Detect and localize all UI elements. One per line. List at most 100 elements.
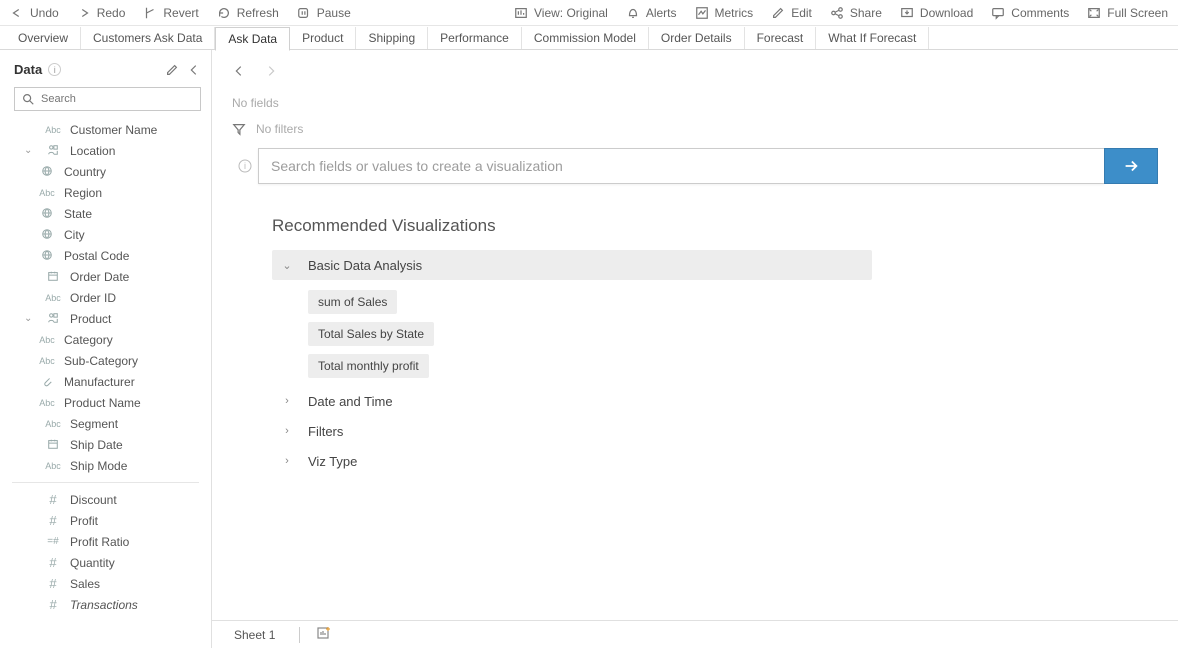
- field-type-icon: [42, 293, 64, 303]
- undo-icon: [10, 6, 24, 20]
- info-icon[interactable]: i: [48, 63, 61, 76]
- comment-icon: [991, 6, 1005, 20]
- sheet-tab[interactable]: Sheet 1: [226, 624, 283, 646]
- tab-order-details[interactable]: Order Details: [649, 27, 745, 49]
- fields-shelf-label: No fields: [232, 96, 1158, 110]
- tab-what-if-forecast[interactable]: What If Forecast: [816, 27, 929, 49]
- share-button[interactable]: Share: [830, 6, 882, 20]
- field-postal-code[interactable]: Postal Code: [6, 245, 205, 266]
- nav-fwd-icon[interactable]: [264, 64, 278, 78]
- field-segment[interactable]: Segment: [6, 413, 205, 434]
- suggestion-pill[interactable]: Total monthly profit: [308, 354, 429, 378]
- field-order-date[interactable]: Order Date: [6, 266, 205, 287]
- field-search[interactable]: [14, 87, 201, 111]
- tab-commission-model[interactable]: Commission Model: [522, 27, 649, 49]
- measure-quantity[interactable]: Quantity: [6, 552, 205, 573]
- field-ship-mode[interactable]: Ship Mode: [6, 455, 205, 476]
- field-product[interactable]: ⌄ Product: [6, 308, 205, 329]
- alerts-button[interactable]: Alerts: [626, 6, 677, 20]
- measure-transactions[interactable]: Transactions: [6, 594, 205, 615]
- tab-product[interactable]: Product: [290, 27, 356, 49]
- field-city[interactable]: City: [6, 224, 205, 245]
- tab-forecast[interactable]: Forecast: [745, 27, 817, 49]
- field-region[interactable]: Region: [6, 182, 205, 203]
- view-label: View: Original: [534, 6, 608, 20]
- undo-button[interactable]: Undo: [10, 6, 59, 20]
- field-country[interactable]: Country: [6, 161, 205, 182]
- metrics-icon: [695, 6, 709, 20]
- comments-button[interactable]: Comments: [991, 6, 1069, 20]
- category-basic-data-analysis[interactable]: ⌄Basic Data Analysis: [272, 250, 872, 280]
- revert-label: Revert: [163, 6, 198, 20]
- submit-button[interactable]: [1104, 148, 1158, 184]
- measure-discount[interactable]: Discount: [6, 489, 205, 510]
- chevron-down-icon: ⌄: [24, 313, 36, 324]
- info-icon[interactable]: i: [232, 148, 258, 184]
- refresh-icon: [217, 6, 231, 20]
- field-manufacturer[interactable]: Manufacturer: [6, 371, 205, 392]
- measure-sales[interactable]: Sales: [6, 573, 205, 594]
- field-type-icon: [42, 438, 64, 452]
- pencil-icon[interactable]: [165, 63, 179, 77]
- collapse-icon[interactable]: [187, 63, 201, 77]
- category-filters[interactable]: ›Filters: [272, 416, 1158, 446]
- field-sub-category[interactable]: Sub-Category: [6, 350, 205, 371]
- field-ship-date[interactable]: Ship Date: [6, 434, 205, 455]
- tab-customers-ask-data[interactable]: Customers Ask Data: [81, 27, 215, 49]
- field-search-input[interactable]: [41, 93, 194, 105]
- field-type-icon: [42, 597, 64, 612]
- field-type-icon: [42, 576, 64, 591]
- pause-label: Pause: [317, 6, 351, 20]
- alerts-label: Alerts: [646, 6, 677, 20]
- chevron-right-icon: ›: [280, 425, 294, 437]
- tab-ask-data[interactable]: Ask Data: [215, 27, 290, 51]
- filter-icon: [232, 122, 246, 136]
- field-location[interactable]: ⌄Location: [6, 140, 205, 161]
- fields-shelf[interactable]: No fields: [232, 90, 1158, 116]
- revert-button[interactable]: Revert: [143, 6, 198, 20]
- revert-icon: [143, 6, 157, 20]
- measure-profit[interactable]: Profit: [6, 510, 205, 531]
- tab-overview[interactable]: Overview: [6, 27, 81, 49]
- field-label: Customer Name: [70, 123, 157, 137]
- field-category[interactable]: Category: [6, 329, 205, 350]
- svg-text:i: i: [244, 161, 246, 171]
- pause-button[interactable]: Pause: [297, 6, 351, 20]
- field-product-name[interactable]: Product Name: [6, 392, 205, 413]
- suggestion-pill[interactable]: sum of Sales: [308, 290, 397, 314]
- category-date-and-time[interactable]: ›Date and Time: [272, 386, 1158, 416]
- measure-profit-ratio[interactable]: Profit Ratio: [6, 531, 205, 552]
- suggestion-pill[interactable]: Total Sales by State: [308, 322, 434, 346]
- field-label: Product: [70, 312, 111, 326]
- nav-back-icon[interactable]: [232, 64, 246, 78]
- edit-button[interactable]: Edit: [771, 6, 812, 20]
- field-label: Ship Date: [70, 438, 123, 452]
- category-label: Basic Data Analysis: [308, 258, 422, 273]
- field-type-icon: [42, 513, 64, 528]
- refresh-label: Refresh: [237, 6, 279, 20]
- redo-button[interactable]: Redo: [77, 6, 126, 20]
- view-button[interactable]: View: Original: [514, 6, 608, 20]
- fullscreen-button[interactable]: Full Screen: [1087, 6, 1168, 20]
- metrics-button[interactable]: Metrics: [695, 6, 754, 20]
- field-type-icon: [36, 398, 58, 408]
- pencil-icon: [771, 6, 785, 20]
- filters-shelf[interactable]: No filters: [232, 116, 1158, 142]
- tab-performance[interactable]: Performance: [428, 27, 522, 49]
- tab-shipping[interactable]: Shipping: [356, 27, 428, 49]
- field-customer-name[interactable]: Customer Name: [6, 119, 205, 140]
- download-button[interactable]: Download: [900, 6, 973, 20]
- bell-icon: [626, 6, 640, 20]
- new-sheet-icon[interactable]: [316, 625, 332, 644]
- field-order-id[interactable]: Order ID: [6, 287, 205, 308]
- field-type-icon: [42, 555, 64, 570]
- ask-data-search[interactable]: [258, 148, 1104, 184]
- ask-data-input[interactable]: [271, 158, 1092, 174]
- search-icon: [21, 92, 35, 106]
- category-viz-type[interactable]: ›Viz Type: [272, 446, 1158, 476]
- field-state[interactable]: State: [6, 203, 205, 224]
- download-label: Download: [920, 6, 973, 20]
- category-label: Viz Type: [308, 454, 357, 469]
- refresh-button[interactable]: Refresh: [217, 6, 279, 20]
- redo-label: Redo: [97, 6, 126, 20]
